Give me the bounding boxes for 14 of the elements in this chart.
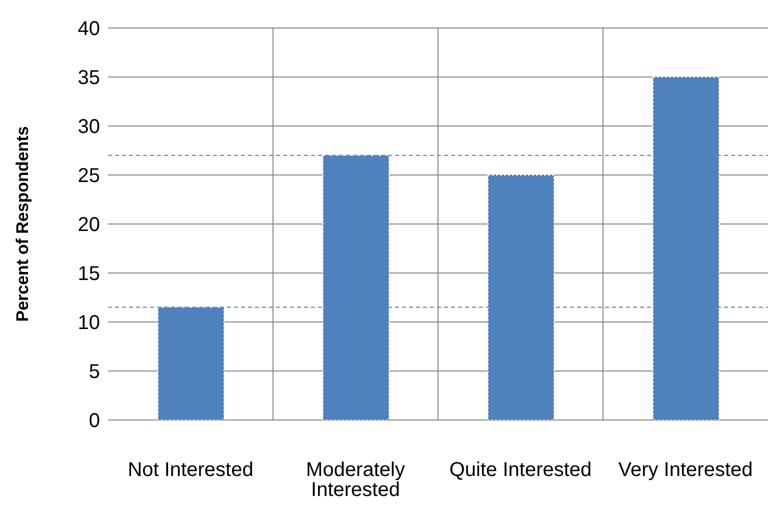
y-tick-label: 5 [88, 361, 100, 384]
y-tick-label: 15 [78, 263, 100, 286]
x-tick-label: Quite Interested [449, 459, 592, 482]
y-tick-label: 30 [78, 116, 100, 138]
y-tick-label: 35 [78, 67, 100, 90]
y-tick-label: 20 [78, 214, 100, 236]
x-tick-label: Not Interested [128, 459, 254, 482]
y-tick-label: 40 [78, 18, 100, 40]
x-tick-label: Moderately Interested [306, 459, 405, 502]
y-tick-label: 25 [78, 165, 100, 188]
y-axis-title: Percent of Respondents [13, 126, 32, 322]
x-tick-label: Very Interested [618, 459, 753, 482]
y-tick-label: 10 [78, 312, 100, 334]
y-tick-label: 0 [88, 410, 100, 432]
